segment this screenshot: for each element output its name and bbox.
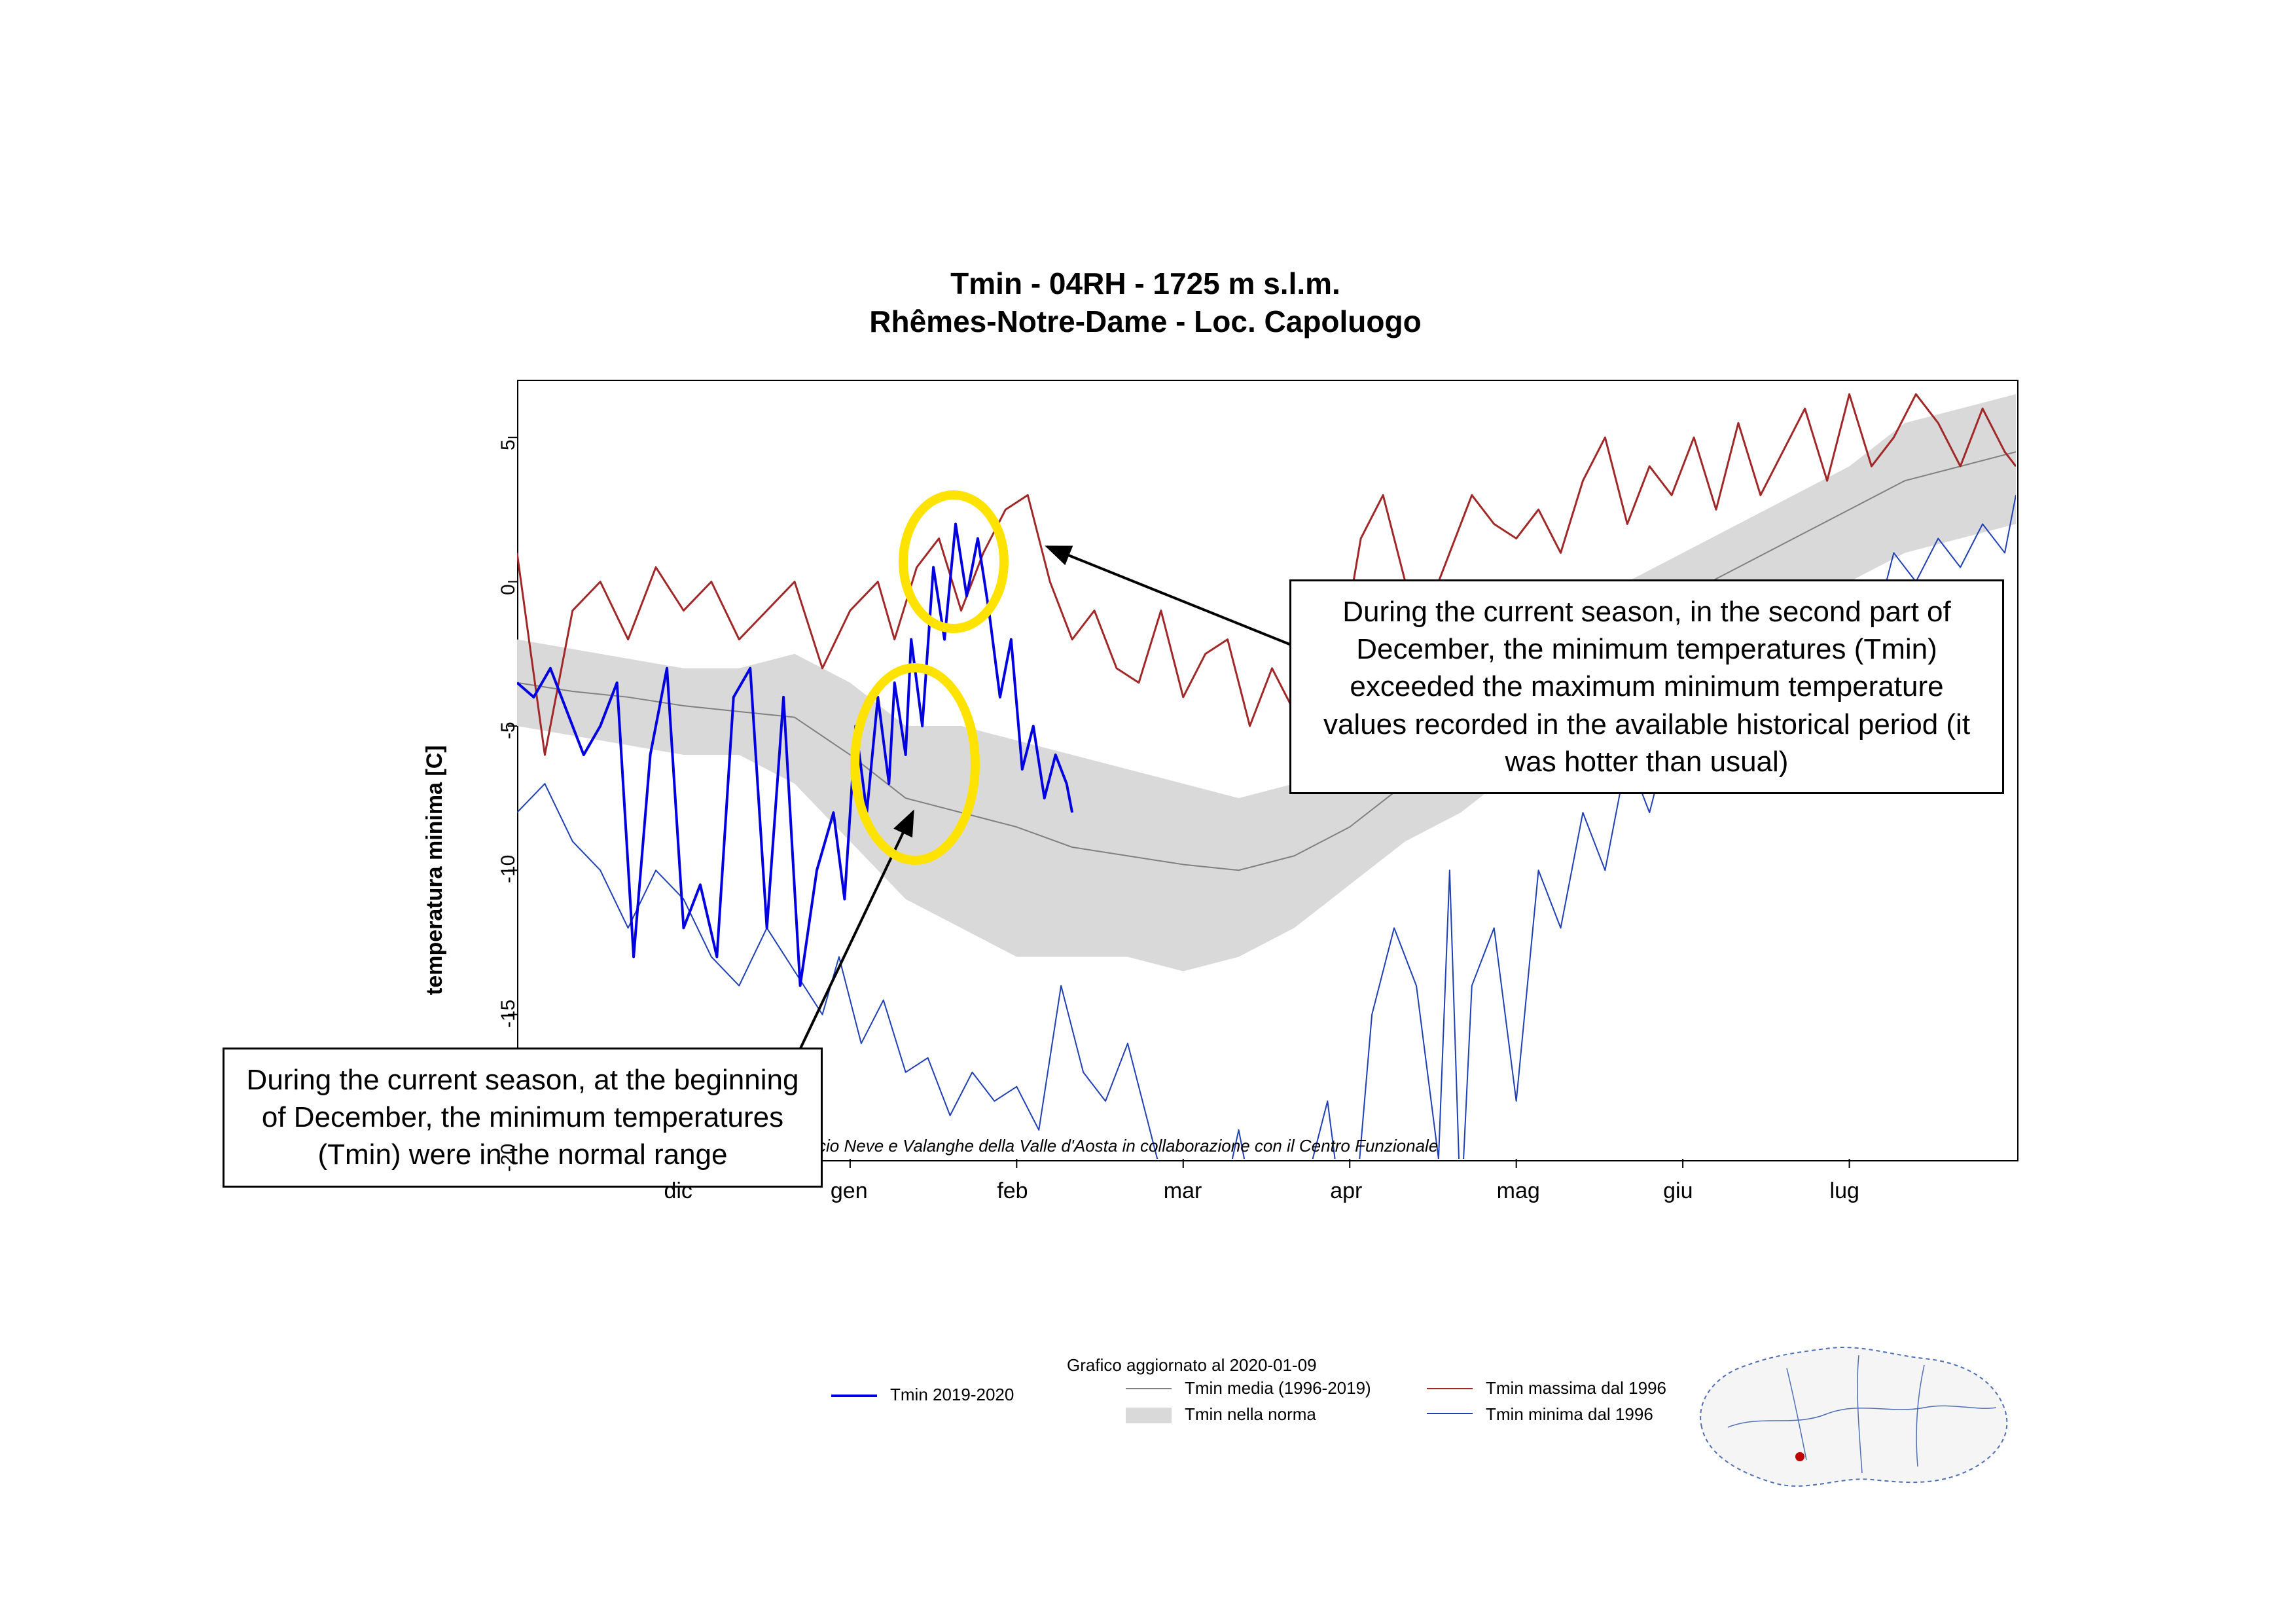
- legend-caption: Grafico aggiornato al 2020-01-09: [1067, 1355, 1317, 1376]
- y-tick-label: -5: [497, 721, 520, 739]
- chart-title: Tmin - 04RH - 1725 m s.l.m. Rhêmes-Notre…: [785, 265, 1505, 340]
- legend-item-label: Tmin media (1996-2019): [1185, 1378, 1371, 1398]
- x-tick-label: giu: [1663, 1178, 1693, 1204]
- y-tick-label: -10: [497, 855, 520, 883]
- legend-item-label: Tmin nella norma: [1185, 1404, 1316, 1425]
- callout-normal-range: During the current season, at the beginn…: [223, 1048, 823, 1188]
- x-tick-label: lug: [1830, 1178, 1859, 1204]
- legend-item-label: Tmin massima dal 1996: [1486, 1378, 1666, 1398]
- legend-swatch: [1126, 1408, 1172, 1423]
- legend-line-sample: [1427, 1413, 1473, 1414]
- y-axis-label: temperatura minima [C]: [422, 745, 448, 995]
- location-map: [1700, 1347, 2007, 1486]
- highlight-circle: [899, 490, 1009, 633]
- title-line1: Tmin - 04RH - 1725 m s.l.m.: [950, 266, 1340, 301]
- x-tick-label: mag: [1497, 1178, 1540, 1204]
- legend-line-sample: [831, 1395, 877, 1397]
- y-tick-label: -20: [497, 1144, 520, 1172]
- y-tick-label: 5: [497, 439, 520, 450]
- legend-item-label: Tmin 2019-2020: [890, 1385, 1014, 1405]
- x-tick-label: dic: [664, 1178, 692, 1204]
- chart-caption-inside: Ufficio Neve e Valanghe della Valle d'Ao…: [792, 1136, 1438, 1156]
- y-tick-label: -15: [497, 999, 520, 1027]
- x-tick-label: feb: [997, 1178, 1028, 1204]
- highlight-circle: [850, 663, 980, 865]
- callout-hotter-than-usual: During the current season, in the second…: [1289, 579, 2004, 794]
- slide-root: Tmin - 04RH - 1725 m s.l.m. Rhêmes-Notre…: [0, 0, 2296, 1623]
- legend-item-label: Tmin minima dal 1996: [1486, 1404, 1653, 1425]
- legend-line-sample: [1427, 1388, 1473, 1389]
- x-tick-label: mar: [1164, 1178, 1202, 1204]
- title-line2: Rhêmes-Notre-Dame - Loc. Capoluogo: [869, 304, 1421, 338]
- x-tick-label: apr: [1330, 1178, 1362, 1204]
- y-tick-label: 0: [497, 584, 520, 595]
- x-tick-label: gen: [831, 1178, 868, 1204]
- legend-line-sample: [1126, 1388, 1172, 1389]
